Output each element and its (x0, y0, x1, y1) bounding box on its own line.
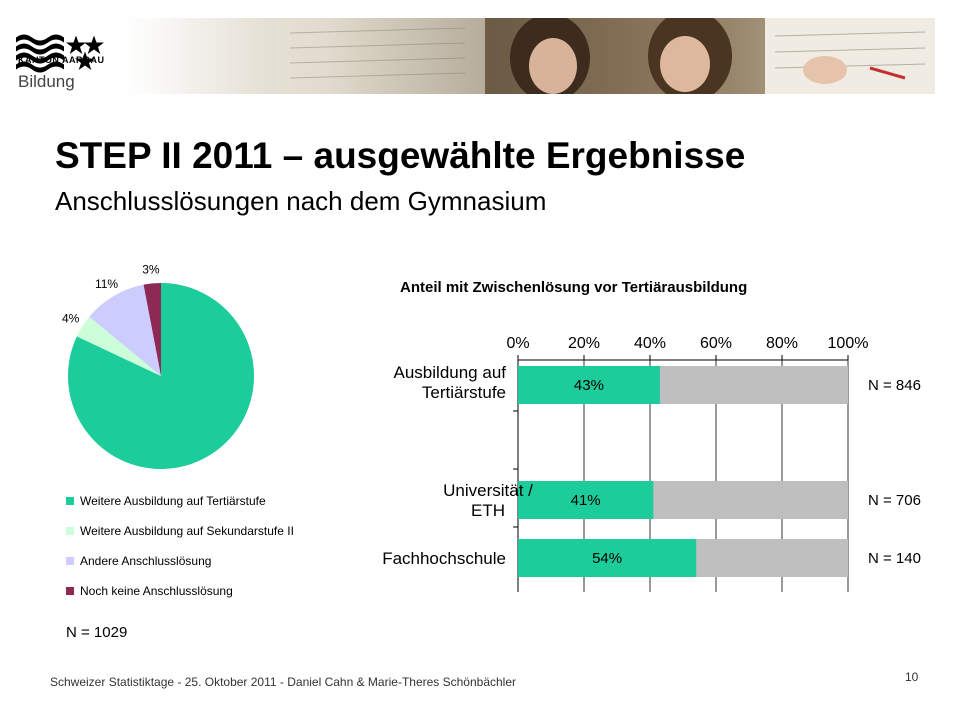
pie-slice-label: 11% (95, 277, 118, 291)
footer-text: Schweizer Statistiktage - 25. Oktober 20… (50, 675, 517, 689)
sample-size-label: N = 140 (868, 550, 921, 567)
x-tick-label: 20% (568, 335, 600, 352)
x-tick-label: 80% (766, 335, 798, 352)
pie-slice-label: 4% (62, 312, 80, 326)
bar-data-label: 43% (574, 377, 604, 394)
bar-value (518, 366, 660, 404)
legend-swatch (66, 527, 74, 535)
x-tick-label: 40% (634, 335, 666, 352)
logo-text: KANTON AARGAU (18, 55, 105, 65)
bar-chart: 0% 20% 40% 60% 80% 100% 43% Ausbildung auf Terti… (382, 335, 921, 592)
pie-slice-keine (143, 283, 161, 376)
kanton-aargau-logo (16, 34, 104, 73)
legend-label: Noch keine Anschlusslösung (80, 584, 233, 598)
department-label: Bildung (18, 72, 75, 91)
slide-subtitle: Anschlusslösungen nach dem Gymnasium (55, 186, 547, 216)
bar-data-label: 41% (571, 492, 601, 509)
category-label: Universität / ETH (443, 481, 533, 520)
legend-label: Andere Anschlusslösung (80, 554, 212, 568)
legend-swatch (66, 557, 74, 565)
pie-sample-size: N = 1029 (66, 624, 128, 641)
sample-size-label: N = 846 (868, 377, 921, 394)
bar-data-label: 54% (592, 550, 622, 567)
header-photo-banner (125, 18, 935, 94)
legend-label: Weitere Ausbildung auf Sekundarstufe II (80, 524, 294, 538)
x-tick-label: 0% (506, 335, 529, 352)
x-tick-label: 60% (700, 335, 732, 352)
slide-title: STEP II 2011 – ausgewählte Ergebnisse (55, 135, 746, 176)
pie-slice-sekundarstufe (76, 316, 161, 376)
bar-value (518, 481, 654, 519)
category-label: Fachhochschule (382, 549, 506, 568)
x-tick-label: 100% (828, 335, 869, 352)
legend-label: Weitere Ausbildung auf Tertiärstufe (80, 494, 266, 508)
sample-size-label: N = 706 (868, 492, 921, 509)
category-label: Ausbildung auf Tertiärstufe (394, 363, 507, 402)
bar-value (518, 539, 697, 577)
star-icons (66, 35, 104, 70)
pie-slice-label: 3% (142, 262, 160, 276)
legend-swatch (66, 587, 74, 595)
page-number: 10 (905, 670, 919, 684)
pie-chart: 4% 11% 3% (62, 262, 254, 469)
pie-slice-andere (89, 284, 161, 376)
pie-slice-tertiaerstufe (67, 283, 254, 469)
wave-emblem (16, 34, 64, 73)
legend-swatch (66, 497, 74, 505)
bar-chart-title: Anteil mit Zwischenlösung vor Tertiäraus… (400, 279, 748, 296)
